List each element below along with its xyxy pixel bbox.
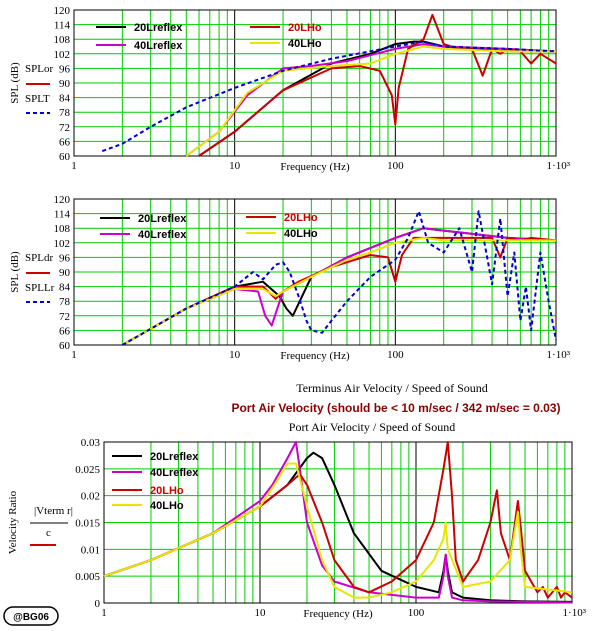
x-axis-label: Frequency (Hz) [303, 608, 373, 620]
series-20lho [198, 13, 557, 157]
watermark-text: @BG06 [13, 612, 49, 623]
y-var-1: SPLor [25, 63, 53, 75]
y-tick-label: 72 [59, 311, 70, 323]
series-20lho [103, 441, 573, 599]
x-tick-label: 10 [229, 160, 241, 172]
y-tick-label: 0.025 [75, 464, 100, 476]
y-tick-label: 0.03 [81, 437, 101, 449]
x-axis-label: Frequency (Hz) [280, 161, 350, 173]
grid [74, 10, 556, 156]
x-tick-label: 10 [255, 607, 267, 619]
y-tick-label: 60 [59, 340, 71, 352]
series-spllr [121, 210, 557, 346]
y-tick-label: 60 [59, 151, 71, 163]
plot-frame [73, 9, 557, 157]
y-tick-label: 102 [54, 238, 71, 250]
y-tick-label: 84 [59, 93, 71, 105]
x-tick-label: 10 [229, 349, 241, 361]
y-axis-label: SPL (dB) [9, 62, 21, 104]
plot-title: Port Air Velocity / Speed of Sound [289, 420, 455, 434]
y-var-2: SPLT [25, 93, 50, 105]
y-tick-label: 114 [54, 20, 71, 32]
series-20lho [121, 236, 557, 346]
legend-label: 40Lreflex [134, 40, 183, 52]
y-tick-label: 0.005 [75, 571, 100, 583]
legend-label: 40LHo [288, 38, 322, 50]
y-tick-label: 0.015 [75, 518, 100, 530]
y-tick-label: 78 [59, 107, 71, 119]
y-tick-label: 0.02 [81, 491, 100, 503]
y-var-top: |Vterm r| [34, 505, 73, 517]
chart-3: 0 0.005 0.01 0.015 0.02 0.025 0.03 1 10 100 1·10³ F… [7, 381, 587, 620]
series-splt [101, 40, 557, 153]
x-tick-label: 1 [101, 607, 107, 619]
y-tick-label: 84 [59, 282, 71, 294]
legend-label: 20Lreflex [150, 451, 199, 463]
legend-label: 40LHo [150, 500, 184, 512]
y-tick-label: 102 [54, 49, 71, 61]
series-40lho [121, 236, 556, 346]
y-tick-label: 72 [59, 122, 70, 134]
legend-label: 20Lreflex [134, 22, 183, 34]
y-tick-label: 114 [54, 209, 71, 221]
y-tick-label: 96 [59, 63, 71, 75]
x-tick-label: 1 [71, 160, 77, 172]
series-20lreflex [198, 40, 556, 157]
y-tick-label: 120 [54, 194, 71, 206]
grid [74, 199, 556, 345]
watermark: @BG06 [3, 606, 59, 626]
legend-label: 20LHo [284, 212, 318, 224]
y-tick-label: 66 [59, 136, 71, 148]
chart-subtitle: Port Air Velocity (should be < 10 m/sec … [231, 401, 560, 415]
legend-label: 20LHo [150, 485, 184, 497]
legend-label: 20LHo [288, 22, 322, 34]
y-tick-label: 0.01 [81, 544, 100, 556]
plot-frame [73, 198, 557, 346]
watermark-badge [3, 606, 59, 626]
y-tick-label: 90 [59, 267, 71, 279]
legend-label: 40LHo [284, 228, 318, 240]
series-40lho [185, 45, 556, 157]
legend-label: 40Lreflex [150, 467, 199, 479]
legend-label: 40Lreflex [138, 229, 187, 241]
y-tick-label: 78 [59, 296, 71, 308]
x-axis-label: Frequency (Hz) [280, 350, 350, 362]
y-var-1: SPLdr [25, 252, 53, 264]
y-tick-label: 108 [54, 223, 71, 235]
y-tick-label: 108 [54, 34, 71, 46]
y-var-bottom: c [46, 527, 51, 539]
chart-title: Terminus Air Velocity / Speed of Sound [296, 381, 488, 395]
y-tick-label: 90 [59, 78, 71, 90]
x-tick-label: 100 [387, 160, 404, 172]
x-tick-label: 1·10³ [547, 160, 571, 172]
series-40lho [103, 462, 573, 599]
y-tick-label: 96 [59, 252, 71, 264]
series-40lreflex [103, 441, 573, 604]
y-axis-label: Velocity Ratio [7, 490, 19, 554]
y-tick-label: 0 [95, 598, 101, 610]
y-var-2: SPLLr [25, 282, 55, 294]
y-axis-label: SPL (dB) [9, 251, 21, 293]
x-tick-label: 100 [408, 607, 425, 619]
x-tick-label: 1 [71, 349, 77, 361]
x-tick-label: 1·10³ [547, 349, 571, 361]
x-tick-label: 100 [387, 349, 404, 361]
plot-frame [103, 441, 573, 604]
y-tick-label: 120 [54, 5, 71, 17]
y-tick-label: 66 [59, 325, 71, 337]
legend-label: 20Lreflex [138, 213, 187, 225]
x-tick-label: 1·10³ [563, 607, 587, 619]
